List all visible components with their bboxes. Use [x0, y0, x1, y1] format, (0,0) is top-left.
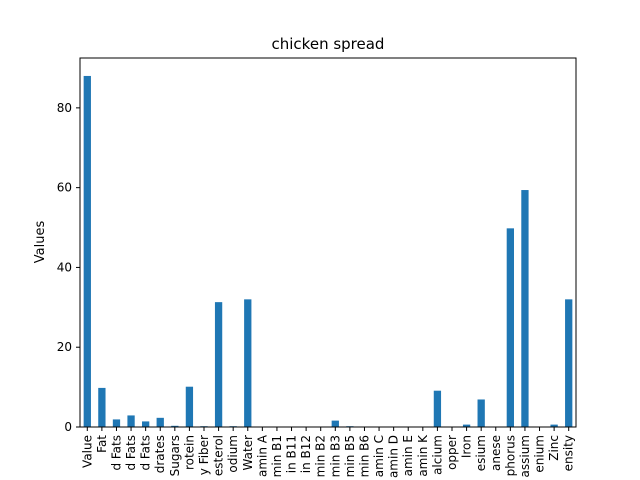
x-tick-label: Zinc — [547, 435, 561, 461]
x-tick-label: esium — [474, 435, 488, 471]
bar — [98, 387, 106, 427]
bar — [112, 419, 121, 427]
bar — [331, 420, 339, 427]
x-tick-label: odium — [226, 435, 240, 473]
bar — [214, 302, 223, 427]
x-tick-label: assium — [518, 435, 532, 478]
x-tick-label: min B5 — [343, 435, 357, 477]
y-tick-label: 0 — [64, 420, 72, 434]
bar — [156, 417, 164, 427]
x-tick-label: Value — [80, 435, 94, 468]
y-tick-label: 80 — [57, 101, 72, 115]
x-tick-label: ensity — [562, 435, 576, 471]
bar — [83, 75, 91, 427]
bar — [550, 424, 558, 427]
x-tick-label: d Fats — [139, 435, 153, 471]
x-tick-label: min B2 — [314, 435, 328, 477]
x-tick-label: Iron — [460, 435, 474, 458]
x-tick-label: Sugars — [168, 435, 182, 476]
x-tick-label: amin C — [372, 435, 386, 477]
bar — [506, 228, 514, 427]
y-tick-label: 20 — [57, 340, 72, 354]
y-tick-label: 40 — [57, 260, 72, 274]
bar — [462, 424, 471, 427]
x-tick-label: amin K — [416, 434, 430, 477]
y-tick-label: 60 — [57, 181, 72, 195]
x-tick-label: enium — [533, 435, 547, 473]
x-tick-label: y Fiber — [197, 435, 211, 475]
x-tick-label: Fat — [95, 435, 109, 453]
chart-title: chicken spread — [272, 35, 385, 53]
bar — [185, 386, 194, 427]
x-tick-label: in B12 — [299, 435, 313, 473]
bar — [521, 190, 529, 427]
x-tick-label: amin A — [255, 434, 269, 477]
x-tick-label: alcium — [430, 435, 444, 475]
x-tick-label: min B6 — [357, 435, 371, 477]
x-tick-label: Water — [241, 435, 255, 471]
x-tick-label: min B3 — [328, 435, 342, 477]
bars-group — [83, 75, 573, 427]
x-tick-label: amin D — [387, 435, 401, 478]
x-tick-label: d Fats — [124, 435, 138, 471]
bar — [244, 299, 252, 427]
x-tick-label: min B1 — [270, 435, 284, 477]
x-axis: Value Fat d Fats d Fats d Fats drates Sugars ro… — [80, 427, 576, 478]
x-tick-label: opper — [445, 435, 459, 470]
bar — [142, 421, 150, 427]
bar — [127, 415, 135, 427]
x-tick-label: rotein — [182, 435, 196, 470]
plot-frame — [79, 57, 577, 428]
x-tick-label: phorus — [503, 435, 517, 476]
x-tick-label: amin E — [401, 435, 415, 476]
x-tick-label: d Fats — [109, 435, 123, 471]
bar — [565, 299, 573, 427]
y-axis: 0 20 40 60 80 — [57, 101, 80, 434]
x-tick-label: drates — [153, 435, 167, 473]
x-tick-label: esterol — [212, 435, 226, 476]
x-tick-label: anese — [489, 435, 503, 471]
bar — [171, 425, 179, 427]
bar — [433, 390, 442, 427]
bar — [477, 399, 485, 427]
y-axis-label: Values — [33, 221, 48, 264]
x-tick-label: in B11 — [285, 435, 299, 473]
